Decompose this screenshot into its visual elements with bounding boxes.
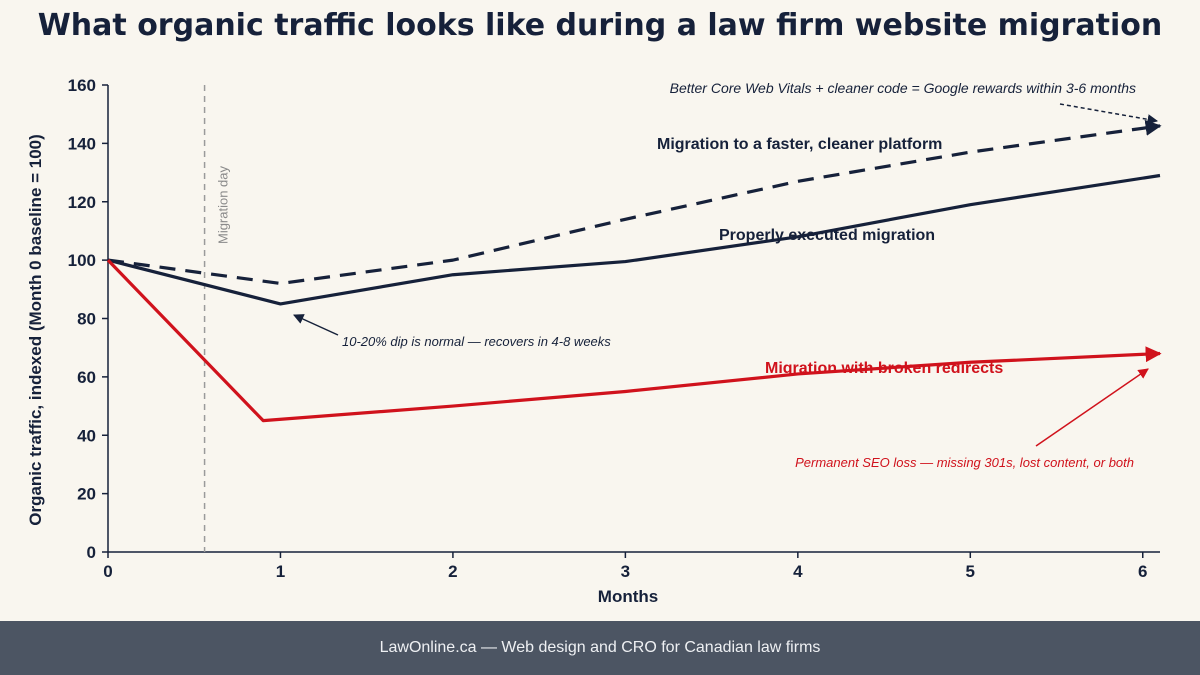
y-axis-title: Organic traffic, indexed (Month 0 baseli… — [26, 134, 45, 526]
footer-banner: LawOnline.ca — Web design and CRO for Ca… — [0, 621, 1200, 675]
series-line-faster-platform — [107, 119, 1162, 286]
y-tick-label: 120 — [68, 193, 96, 212]
annotation-normal-dip: 10-20% dip is normal — recovers in 4-8 w… — [342, 334, 611, 349]
series-lines — [106, 119, 1162, 423]
x-axis-title: Months — [598, 587, 658, 606]
annotation-arrow-core-web-vitals — [1059, 103, 1159, 125]
x-tick-label: 5 — [966, 562, 975, 581]
x-tick-label: 6 — [1138, 562, 1147, 581]
chart-title: What organic traffic looks like during a… — [37, 8, 1163, 43]
x-tick-label: 2 — [448, 562, 457, 581]
series-line-properly-executed — [107, 173, 1161, 306]
x-tick-label: 0 — [103, 562, 112, 581]
y-tick-label: 80 — [77, 310, 96, 329]
y-tick-label: 20 — [77, 485, 96, 504]
y-tick-label: 100 — [68, 251, 96, 270]
annotation-arrow-normal-dip — [293, 314, 339, 336]
annotation-core-web-vitals: Better Core Web Vitals + cleaner code = … — [670, 80, 1136, 96]
x-tick-label: 4 — [793, 562, 803, 581]
series-line-broken-redirects — [106, 259, 1162, 423]
migration-day-marker: Migration day — [203, 85, 231, 552]
x-tick-label: 1 — [276, 562, 285, 581]
series-label-properly-executed: Properly executed migration — [719, 227, 935, 244]
x-tick-label: 3 — [621, 562, 630, 581]
annotation-permanent-loss: Permanent SEO loss — missing 301s, lost … — [795, 455, 1134, 470]
line-chart: 0 20 40 60 80 100 120 140 160 0 1 2 3 4 5 6 Migration d… — [26, 76, 1162, 606]
y-tick-label: 60 — [77, 368, 96, 387]
series-label-faster-platform: Migration to a faster, cleaner platform — [657, 136, 942, 153]
y-tick-label: 140 — [68, 134, 96, 153]
series-label-broken-redirects: Migration with broken redirects — [765, 360, 1003, 377]
y-tick-label: 160 — [68, 76, 96, 95]
annotation-arrow-permanent-loss — [1035, 368, 1149, 447]
y-tick-label: 0 — [87, 543, 96, 562]
y-tick-label: 40 — [77, 426, 96, 445]
axes: 0 20 40 60 80 100 120 140 160 0 1 2 3 4 5 6 — [68, 76, 1160, 581]
migration-day-label: Migration day — [216, 165, 231, 244]
